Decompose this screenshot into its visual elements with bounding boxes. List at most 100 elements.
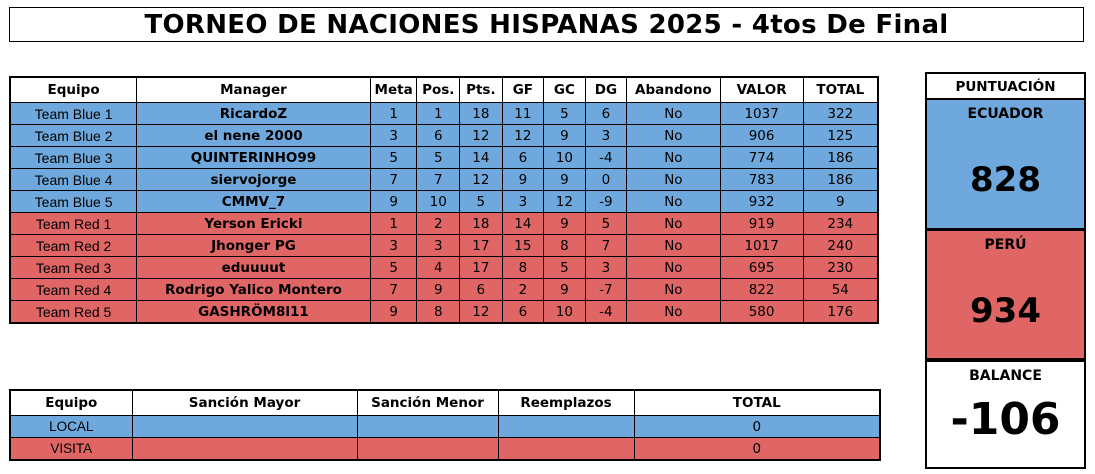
cell-pts: 17 bbox=[459, 256, 503, 279]
table-row: Team Blue 2 el nene 2000 3 6 12 12 9 3 No 906 125 bbox=[9, 124, 879, 147]
cell-equipo: Team Blue 2 bbox=[9, 124, 138, 147]
cell-dg: 3 bbox=[584, 124, 628, 147]
cell-pts: 18 bbox=[459, 212, 503, 235]
cell-gf: 2 bbox=[501, 278, 545, 301]
cell-gf: 6 bbox=[501, 146, 545, 169]
col-header-gf: GF bbox=[501, 76, 545, 103]
cell-abandono: No bbox=[626, 256, 721, 279]
cell-equipo: Team Blue 1 bbox=[9, 102, 138, 125]
col-header-equipo: Equipo bbox=[9, 76, 138, 103]
cell-gf: 14 bbox=[501, 212, 545, 235]
cell-pts: 12 bbox=[459, 300, 503, 324]
cell-gf: 11 bbox=[501, 102, 545, 125]
cell-pts: 12 bbox=[459, 168, 503, 191]
ecuador-label: ECUADOR bbox=[967, 106, 1044, 122]
cell-dg: -7 bbox=[584, 278, 628, 301]
standings-table: Equipo Manager Meta Pos. Pts. GF GC DG A… bbox=[9, 76, 879, 324]
cell-pos: 3 bbox=[416, 234, 461, 257]
cell-gc: 8 bbox=[543, 234, 586, 257]
cell-valor: 695 bbox=[719, 256, 804, 279]
table-row: Team Red 3 eduuuut 5 4 17 8 5 3 No 695 230 bbox=[9, 256, 879, 279]
cell-pts: 6 bbox=[459, 278, 503, 301]
col-header-pts: Pts. bbox=[459, 76, 503, 103]
penalty-table: Equipo Sanción Mayor Sanción Menor Reemp… bbox=[9, 389, 881, 461]
balance-value: -106 bbox=[950, 394, 1061, 445]
cell-gf: 12 bbox=[501, 124, 545, 147]
pen-header-sancion-mayor: Sanción Mayor bbox=[131, 389, 358, 416]
pen-cell-reemplazos bbox=[497, 415, 635, 438]
puntuacion-header: PUNTUACIÓN bbox=[925, 72, 1086, 99]
cell-gf: 3 bbox=[501, 190, 545, 213]
cell-manager: eduuuut bbox=[136, 256, 371, 279]
cell-meta: 7 bbox=[369, 278, 418, 301]
cell-valor: 580 bbox=[719, 300, 804, 324]
table-row: Team Blue 5 CMMV_7 9 10 5 3 12 -9 No 932 9 bbox=[9, 190, 879, 213]
cell-dg: 0 bbox=[584, 168, 628, 191]
cell-manager: Jhonger PG bbox=[136, 234, 371, 257]
cell-total: 9 bbox=[802, 190, 879, 213]
pen-cell-sancion-mayor bbox=[131, 415, 358, 438]
cell-valor: 906 bbox=[719, 124, 804, 147]
peru-label: PERÚ bbox=[984, 237, 1027, 253]
pen-header-equipo: Equipo bbox=[9, 389, 133, 416]
pen-cell-equipo: LOCAL bbox=[9, 415, 133, 438]
cell-total: 176 bbox=[802, 300, 879, 324]
table-row: Team Red 4 Rodrigo Yalico Montero 7 9 6 2 9 -7 N… bbox=[9, 278, 879, 301]
cell-valor: 1017 bbox=[719, 234, 804, 257]
cell-total: 240 bbox=[802, 234, 879, 257]
cell-manager: Rodrigo Yalico Montero bbox=[136, 278, 371, 301]
cell-pos: 7 bbox=[416, 168, 461, 191]
cell-dg: -4 bbox=[584, 146, 628, 169]
cell-abandono: No bbox=[626, 190, 721, 213]
cell-equipo: Team Blue 4 bbox=[9, 168, 138, 191]
cell-pos: 4 bbox=[416, 256, 461, 279]
pen-cell-equipo: VISITA bbox=[9, 437, 133, 461]
cell-valor: 1037 bbox=[719, 102, 804, 125]
cell-meta: 1 bbox=[369, 212, 418, 235]
balance-label: BALANCE bbox=[969, 368, 1042, 384]
pen-header-sancion-menor: Sanción Menor bbox=[356, 389, 499, 416]
table-row: LOCAL 0 bbox=[9, 415, 881, 438]
cell-gf: 6 bbox=[501, 300, 545, 324]
cell-valor: 822 bbox=[719, 278, 804, 301]
cell-dg: -9 bbox=[584, 190, 628, 213]
cell-gc: 5 bbox=[543, 102, 586, 125]
cell-meta: 5 bbox=[369, 146, 418, 169]
peru-score: 934 bbox=[970, 291, 1041, 331]
cell-gc: 9 bbox=[543, 212, 586, 235]
cell-gc: 5 bbox=[543, 256, 586, 279]
cell-dg: 7 bbox=[584, 234, 628, 257]
cell-gc: 9 bbox=[543, 168, 586, 191]
cell-equipo: Team Red 1 bbox=[9, 212, 138, 235]
col-header-valor: VALOR bbox=[719, 76, 804, 103]
pen-cell-total: 0 bbox=[633, 437, 881, 461]
cell-valor: 919 bbox=[719, 212, 804, 235]
cell-equipo: Team Red 5 bbox=[9, 300, 138, 324]
cell-total: 186 bbox=[802, 168, 879, 191]
cell-valor: 783 bbox=[719, 168, 804, 191]
cell-pos: 2 bbox=[416, 212, 461, 235]
cell-manager: GASHRÖM8l11 bbox=[136, 300, 371, 324]
cell-meta: 3 bbox=[369, 124, 418, 147]
cell-pts: 17 bbox=[459, 234, 503, 257]
cell-pos: 1 bbox=[416, 102, 461, 125]
cell-pos: 9 bbox=[416, 278, 461, 301]
cell-abandono: No bbox=[626, 300, 721, 324]
cell-meta: 9 bbox=[369, 300, 418, 324]
cell-total: 186 bbox=[802, 146, 879, 169]
cell-abandono: No bbox=[626, 278, 721, 301]
standings-header-row: Equipo Manager Meta Pos. Pts. GF GC DG A… bbox=[9, 76, 879, 103]
cell-equipo: Team Red 3 bbox=[9, 256, 138, 279]
cell-equipo: Team Blue 3 bbox=[9, 146, 138, 169]
cell-manager: RicardoZ bbox=[136, 102, 371, 125]
col-header-abandono: Abandono bbox=[626, 76, 721, 103]
cell-gc: 10 bbox=[543, 300, 586, 324]
cell-manager: QUINTERINHO99 bbox=[136, 146, 371, 169]
cell-total: 125 bbox=[802, 124, 879, 147]
cell-meta: 5 bbox=[369, 256, 418, 279]
peru-score-panel: PERÚ 934 bbox=[925, 229, 1086, 360]
cell-gc: 9 bbox=[543, 278, 586, 301]
pen-header-reemplazos: Reemplazos bbox=[497, 389, 635, 416]
cell-abandono: No bbox=[626, 124, 721, 147]
penalty-header-row: Equipo Sanción Mayor Sanción Menor Reemp… bbox=[9, 389, 881, 416]
